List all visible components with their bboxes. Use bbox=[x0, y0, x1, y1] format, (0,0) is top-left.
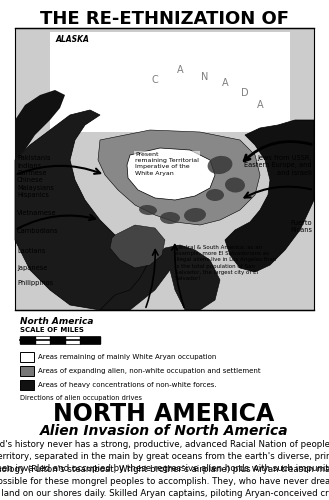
Text: Present
remaining Territorial
Imperative of the
White Aryan: Present remaining Territorial Imperative… bbox=[135, 152, 199, 176]
Polygon shape bbox=[225, 120, 314, 272]
Text: A: A bbox=[222, 78, 228, 88]
Bar bbox=[50, 336, 65, 344]
Text: Pakistanis
Indians
Burmese
Chinese
Malaysians
Hispanics: Pakistanis Indians Burmese Chinese Malay… bbox=[17, 155, 54, 198]
Text: A: A bbox=[177, 65, 183, 75]
Text: A: A bbox=[257, 100, 263, 110]
Text: Laotians: Laotians bbox=[17, 248, 45, 254]
Bar bbox=[15, 28, 314, 310]
Ellipse shape bbox=[160, 212, 180, 224]
Bar bbox=[65, 336, 80, 344]
Text: Directions of alien occupation drives: Directions of alien occupation drives bbox=[20, 395, 142, 401]
Polygon shape bbox=[98, 130, 260, 225]
Text: SCALE OF MILES: SCALE OF MILES bbox=[20, 327, 84, 333]
Polygon shape bbox=[100, 245, 220, 310]
Ellipse shape bbox=[139, 205, 157, 215]
Text: North America: North America bbox=[20, 317, 93, 326]
Ellipse shape bbox=[184, 208, 206, 222]
Bar bbox=[50, 32, 290, 132]
Text: In all the world's history never has a strong, productive, advanced Racial Natio: In all the world's history never has a s… bbox=[0, 440, 329, 472]
Text: Puerto
Ricans: Puerto Ricans bbox=[290, 220, 312, 234]
Text: D: D bbox=[241, 88, 249, 98]
Polygon shape bbox=[15, 90, 65, 160]
Text: Philippinos: Philippinos bbox=[17, 280, 53, 286]
Text: N: N bbox=[201, 72, 209, 82]
Text: Cambodians: Cambodians bbox=[17, 228, 59, 234]
Text: Alien Invasion of North America: Alien Invasion of North America bbox=[40, 424, 288, 438]
Bar bbox=[20, 352, 34, 362]
Text: Areas of expanding alien, non-white occupation and settlement: Areas of expanding alien, non-white occu… bbox=[38, 368, 261, 374]
Text: Central & South America: as an
example, more El Salvadorians as
illegal aliens l: Central & South America: as an example, … bbox=[175, 245, 276, 281]
Text: Jews from USSR,
Eastern Europe, and
and Israeli: Jews from USSR, Eastern Europe, and and … bbox=[244, 155, 312, 176]
Polygon shape bbox=[127, 148, 215, 200]
Text: ALASKA: ALASKA bbox=[55, 35, 89, 44]
Text: C: C bbox=[152, 75, 158, 85]
Ellipse shape bbox=[225, 178, 245, 192]
Text: Areas remaining of mainly White Aryan occupation: Areas remaining of mainly White Aryan oc… bbox=[38, 354, 216, 360]
Polygon shape bbox=[15, 110, 160, 310]
Text: NORTH AMERICA: NORTH AMERICA bbox=[53, 402, 275, 426]
Text: Vietnamese: Vietnamese bbox=[17, 210, 57, 216]
Text: THE RE-ETHNIZATION OF: THE RE-ETHNIZATION OF bbox=[39, 10, 289, 28]
Ellipse shape bbox=[208, 156, 232, 174]
Bar bbox=[20, 366, 34, 376]
Ellipse shape bbox=[206, 189, 224, 201]
Polygon shape bbox=[110, 225, 165, 268]
Text: Japanese: Japanese bbox=[17, 265, 47, 271]
Bar bbox=[35, 336, 50, 344]
Text: Areas of heavy concentrations of non-white forces.: Areas of heavy concentrations of non-whi… bbox=[38, 382, 216, 388]
Bar bbox=[20, 380, 34, 390]
Bar bbox=[20, 336, 35, 344]
Text: Aryan technology (Fulton's steamboat, Wright brother's airplane) plus Aryan trea: Aryan technology (Fulton's steamboat, Wr… bbox=[0, 465, 329, 500]
Bar bbox=[80, 336, 100, 344]
